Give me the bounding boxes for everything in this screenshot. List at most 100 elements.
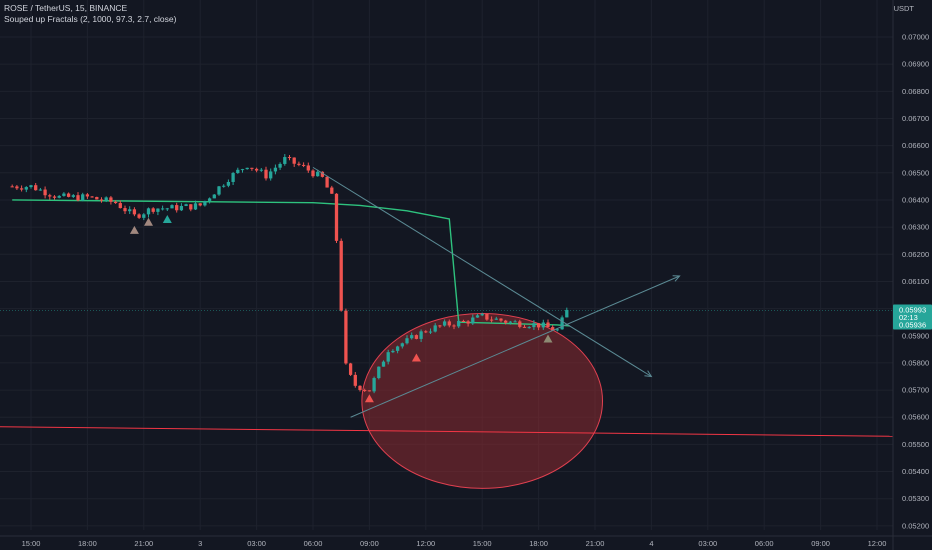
fractal-marker bbox=[543, 334, 553, 343]
time-axis-label: 03:00 bbox=[247, 539, 266, 548]
candle-body bbox=[475, 315, 480, 318]
candle-body bbox=[15, 186, 19, 189]
candle-body bbox=[518, 321, 522, 327]
candle-body bbox=[480, 313, 484, 316]
price-axis-label: 0.05300 bbox=[902, 494, 929, 503]
candle-body bbox=[546, 322, 550, 328]
candle-body bbox=[358, 385, 362, 390]
candle-body bbox=[494, 318, 498, 320]
candle-body bbox=[433, 325, 437, 332]
candle-body bbox=[212, 194, 216, 199]
candle-body bbox=[137, 214, 141, 218]
price-axis[interactable]: 0.07000 0.06900 0.06800 0.06700 0.06600 0.065… bbox=[892, 0, 932, 550]
candle-body bbox=[424, 331, 428, 333]
time-axis[interactable]: 15:00 18:00 21:00 3 03:00 06:00 09:00 12:00 15:0… bbox=[0, 535, 932, 548]
candle-body bbox=[52, 196, 57, 198]
trend-line[interactable] bbox=[312, 166, 652, 377]
candle-body bbox=[193, 203, 198, 210]
price-axis-label: 0.05900 bbox=[902, 331, 929, 340]
price-axis-label: 0.05200 bbox=[902, 521, 929, 530]
candle-body bbox=[189, 204, 193, 210]
fractal-marker bbox=[364, 394, 374, 403]
candle-body bbox=[113, 201, 118, 204]
candle-body bbox=[269, 171, 273, 179]
horizontal-line[interactable] bbox=[0, 426, 894, 437]
candle-body bbox=[71, 195, 75, 197]
trend-line[interactable] bbox=[350, 275, 680, 418]
indicator-price-label: 0.05936 bbox=[899, 321, 926, 330]
candle-body bbox=[62, 193, 66, 196]
candle-body bbox=[414, 335, 419, 339]
candle-body bbox=[165, 208, 169, 210]
symbol-title[interactable]: ROSE / TetherUS, 15, BINANCE bbox=[4, 3, 128, 13]
candle-body bbox=[442, 321, 447, 326]
candle-body bbox=[170, 205, 174, 209]
time-axis-label: 15:00 bbox=[473, 539, 492, 548]
candle-body bbox=[43, 189, 47, 196]
candle-body bbox=[400, 343, 404, 347]
price-axis-label: 0.05500 bbox=[902, 440, 929, 449]
indicator-layer bbox=[12, 199, 570, 327]
candle-body bbox=[118, 203, 122, 209]
candle-body bbox=[90, 196, 94, 198]
trend-line-arrowhead bbox=[644, 370, 653, 378]
candle-body bbox=[146, 208, 151, 215]
candle-body bbox=[471, 317, 475, 324]
candle-body bbox=[128, 209, 132, 212]
candle-body bbox=[259, 169, 263, 171]
candle-body bbox=[29, 185, 33, 188]
candle-body bbox=[292, 157, 296, 164]
candle-body bbox=[245, 167, 249, 170]
candle-body bbox=[452, 325, 456, 327]
candle-body bbox=[66, 193, 71, 197]
candle-body bbox=[447, 321, 451, 326]
fractal-marker bbox=[411, 353, 421, 362]
candle-body bbox=[283, 157, 287, 164]
candle-body bbox=[160, 208, 165, 210]
candle-body bbox=[207, 198, 212, 201]
time-axis-label: 12:00 bbox=[416, 539, 435, 548]
candle-body bbox=[10, 186, 14, 188]
candle-body bbox=[156, 208, 160, 212]
candle-body bbox=[57, 195, 61, 198]
price-axis-label: 0.06100 bbox=[902, 277, 929, 286]
candle-body bbox=[536, 323, 541, 328]
candle-body bbox=[339, 240, 343, 311]
price-axis-label: 0.07000 bbox=[902, 33, 929, 42]
candle-body bbox=[405, 338, 409, 344]
fractal-markers bbox=[129, 214, 553, 403]
candle-body bbox=[301, 164, 306, 166]
candle-body bbox=[99, 199, 104, 201]
time-axis-label: 3 bbox=[198, 539, 202, 548]
candle-body bbox=[363, 389, 367, 391]
candle-body bbox=[499, 318, 503, 321]
fractal-marker bbox=[129, 225, 139, 234]
candle-body bbox=[297, 163, 301, 165]
candle-body bbox=[76, 195, 80, 201]
drawings-front[interactable] bbox=[0, 166, 893, 418]
candle-body bbox=[419, 331, 423, 339]
price-axis-label: 0.05600 bbox=[902, 413, 929, 422]
candle-body bbox=[527, 327, 531, 329]
candle-body bbox=[311, 170, 315, 177]
price-axis-label: 0.06800 bbox=[902, 87, 929, 96]
candle-body bbox=[438, 325, 442, 327]
time-axis-label: 4 bbox=[649, 539, 653, 548]
price-axis-label: 0.06600 bbox=[902, 141, 929, 150]
price-axis-label: 0.06300 bbox=[902, 223, 929, 232]
candle-body bbox=[109, 197, 113, 202]
time-axis-label: 09:00 bbox=[360, 539, 379, 548]
candle-body bbox=[217, 186, 221, 195]
candle-body bbox=[325, 176, 329, 188]
indicator-title[interactable]: Souped up Fractals (2, 1000, 97.3, 2.7, … bbox=[4, 14, 177, 24]
drawings-back[interactable] bbox=[0, 312, 894, 489]
price-axis-label: 0.06200 bbox=[902, 250, 929, 259]
time-axis-label: 18:00 bbox=[529, 539, 548, 548]
candle-body bbox=[123, 208, 127, 212]
highlight-ellipse[interactable] bbox=[361, 312, 604, 489]
candle-body bbox=[367, 390, 372, 392]
candle-body bbox=[316, 171, 320, 177]
time-axis-label: 21:00 bbox=[134, 539, 153, 548]
current-price-tag[interactable] bbox=[893, 304, 932, 330]
